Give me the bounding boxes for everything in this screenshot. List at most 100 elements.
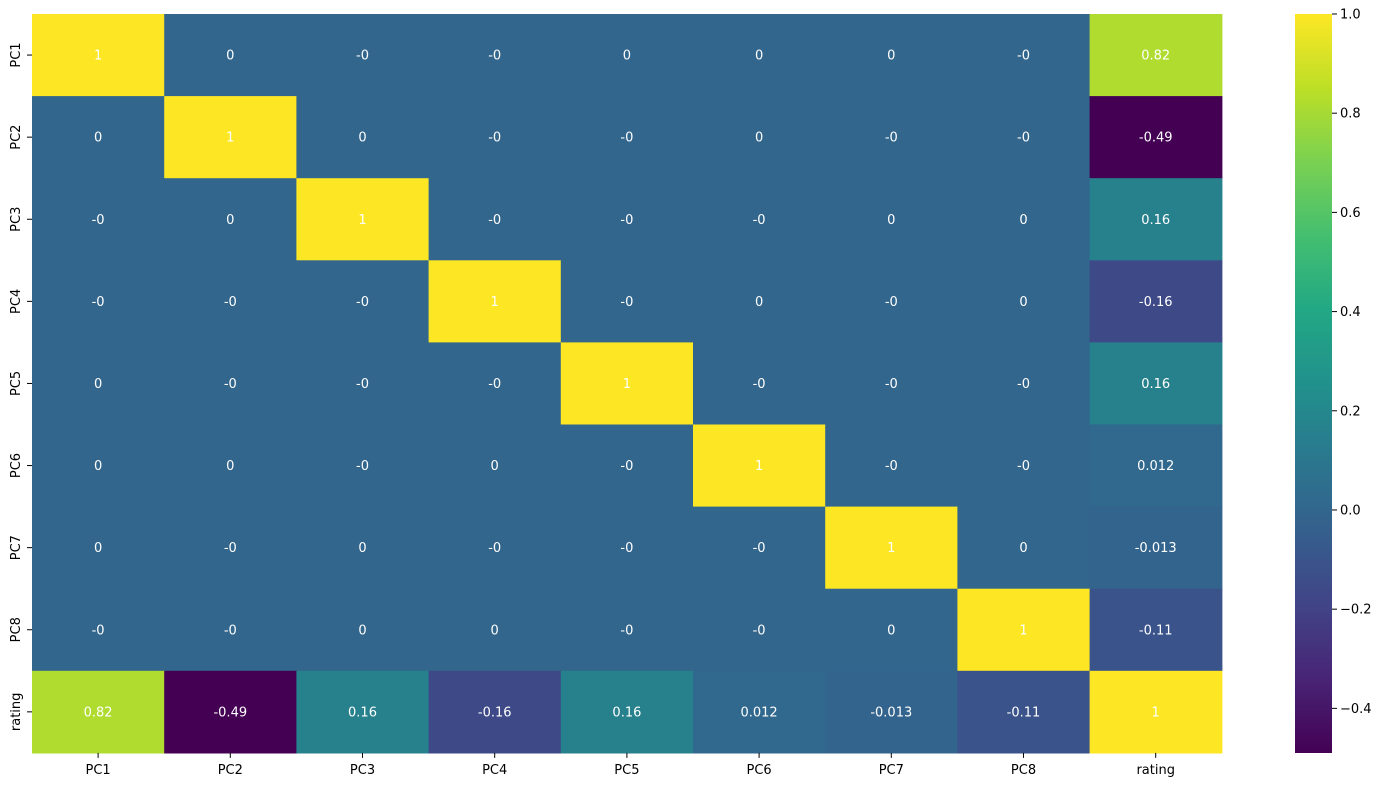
cell-annotation: 1 — [755, 459, 763, 474]
x-tick-label: PC2 — [218, 763, 243, 778]
heatmap-cell — [693, 424, 826, 508]
heatmap-cell — [296, 342, 430, 426]
cell-annotation: -0 — [224, 541, 237, 556]
heatmap-cell — [825, 260, 958, 343]
heatmap-cell — [428, 260, 562, 343]
cell-annotation: -0 — [620, 459, 633, 474]
heatmap-cell — [560, 342, 694, 426]
cell-annotation: -0 — [1017, 49, 1030, 64]
cell-annotation: 0.16 — [1141, 213, 1170, 228]
cell-annotation: 0 — [1019, 213, 1027, 228]
heatmap-cell — [825, 424, 958, 508]
cell-annotation: -0 — [488, 377, 501, 392]
heatmap-cell — [1089, 14, 1223, 97]
heatmap-cell — [957, 14, 1091, 97]
colorbar-tick-label: 1.0 — [1340, 8, 1361, 23]
cell-annotation: 0 — [358, 541, 366, 556]
heatmap-cell — [428, 178, 562, 261]
cell-annotation: 0 — [491, 623, 499, 638]
heatmap-cell — [428, 424, 562, 508]
heatmap-cell — [957, 260, 1091, 343]
colorbar-tick-label: 0.2 — [1340, 404, 1361, 419]
cell-annotation: -0 — [1017, 459, 1030, 474]
heatmap-cell — [1089, 260, 1223, 343]
heatmap-cell — [1089, 506, 1223, 590]
heatmap-cell — [825, 670, 958, 754]
heatmap-cell — [296, 670, 430, 754]
heatmap-cell — [560, 588, 694, 672]
colorbar: 1.0 0.8 0.6 0.4 0.2 0.0 −0.2 −0.4 — [1295, 8, 1372, 753]
heatmap-cell — [164, 14, 297, 97]
y-tick-label: PC6 — [9, 453, 24, 478]
y-tick-label: PC1 — [9, 42, 24, 67]
y-tick-label: PC2 — [9, 125, 24, 150]
heatmap-cell — [560, 670, 694, 754]
cell-annotation: -0 — [620, 541, 633, 556]
cell-annotation: 0 — [226, 213, 234, 228]
cell-annotation: -0 — [1017, 377, 1030, 392]
y-tick-label: PC8 — [9, 617, 24, 642]
heatmap-cell — [1089, 588, 1223, 672]
heatmap-cell — [164, 424, 297, 508]
heatmap-cell — [296, 178, 430, 261]
y-tick-label: PC5 — [9, 371, 24, 396]
cell-annotation: 0 — [94, 377, 102, 392]
x-tick-label: PC8 — [1011, 763, 1036, 778]
cell-annotation: -0.49 — [213, 705, 247, 720]
heatmap-cell — [428, 588, 562, 672]
heatmap-cell — [164, 506, 297, 590]
heatmap-cell — [1089, 178, 1223, 261]
heatmap-cell — [428, 14, 562, 97]
cell-annotation: -0 — [753, 377, 766, 392]
x-tick-label: PC6 — [747, 763, 772, 778]
heatmap-cell — [825, 506, 958, 590]
y-tick-label: PC4 — [9, 289, 24, 314]
x-tick-label: PC3 — [350, 763, 375, 778]
cell-annotation: 0 — [226, 49, 234, 64]
heatmap-cell — [693, 588, 826, 672]
x-axis: PC1 PC2 PC3 PC4 PC5 PC6 PC7 PC8 rating — [86, 752, 1175, 778]
heatmap-cell — [957, 588, 1091, 672]
heatmap-cell — [164, 588, 297, 672]
heatmap-cell — [164, 342, 297, 426]
cell-annotation: -0 — [224, 623, 237, 638]
cell-annotation: -0 — [92, 295, 105, 310]
colorbar-tick-label: 0.0 — [1340, 503, 1361, 518]
heatmap-cell — [693, 670, 826, 754]
heatmap-cell — [560, 14, 694, 97]
heatmap-cell — [32, 342, 165, 426]
cell-annotation: 0 — [358, 623, 366, 638]
cell-annotation: 1 — [94, 49, 102, 64]
heatmap-cell — [560, 96, 694, 179]
heatmap-cell — [428, 96, 562, 179]
cell-annotation: -0 — [620, 623, 633, 638]
heatmap-cell — [428, 342, 562, 426]
cell-annotation: -0 — [356, 49, 369, 64]
cell-annotation: -0 — [224, 377, 237, 392]
cell-annotation: -0 — [885, 131, 898, 146]
heatmap-cell — [32, 260, 165, 343]
cell-annotation: 1 — [623, 377, 631, 392]
cell-annotation: -0 — [620, 295, 633, 310]
heatmap-cell — [693, 260, 826, 343]
cell-annotation: 0 — [887, 623, 895, 638]
cell-annotation: 1 — [358, 213, 366, 228]
heatmap-cell — [32, 96, 165, 179]
cell-annotation: 0 — [887, 49, 895, 64]
heatmap-cell — [693, 506, 826, 590]
heatmap-cell — [32, 506, 165, 590]
heatmap-cell — [164, 96, 297, 179]
cell-annotation: 1 — [1019, 623, 1027, 638]
cell-annotation: 0.82 — [1141, 49, 1170, 64]
y-axis: PC1 PC2 PC3 PC4 PC5 PC6 PC7 PC8 rating — [9, 42, 32, 731]
heatmap-cell — [1089, 342, 1223, 426]
colorbar-tick-label: −0.2 — [1340, 603, 1372, 618]
heatmap-cell — [32, 178, 165, 261]
cell-annotation: -0 — [753, 623, 766, 638]
heatmap-cell — [957, 670, 1091, 754]
cell-annotation: -0.16 — [478, 705, 512, 720]
y-tick-label: rating — [9, 693, 24, 732]
cell-annotation: -0 — [488, 541, 501, 556]
cell-annotation: 0 — [1019, 541, 1027, 556]
